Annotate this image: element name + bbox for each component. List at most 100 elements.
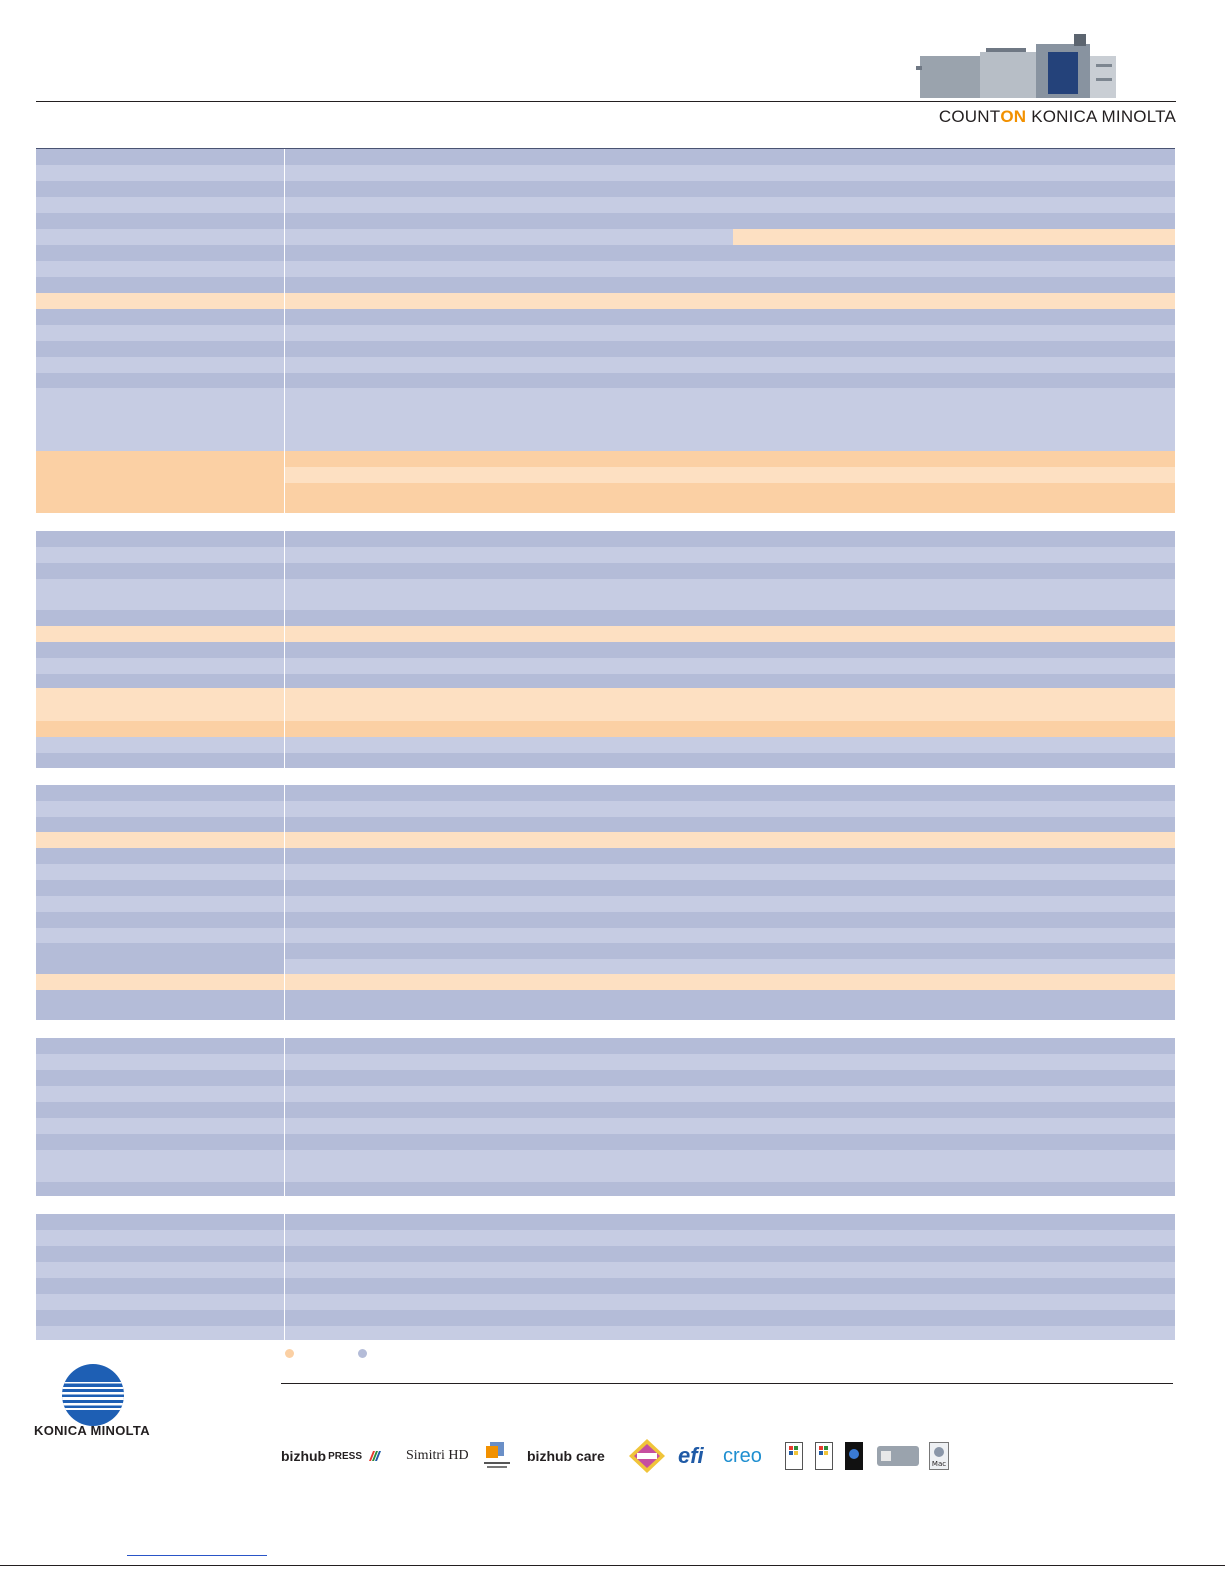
spec-row-label-cell [36, 626, 284, 642]
spec-row-label-cell [36, 373, 284, 388]
tagline-count: COUNT [938, 107, 1001, 126]
spec-row-value-cell [285, 388, 1175, 404]
spec-row-value-cell [285, 1134, 1175, 1150]
spec-row-value-cell [779, 688, 1175, 721]
spec-row-label-cell [36, 1310, 284, 1326]
spec-row-label-cell [36, 1054, 284, 1070]
spec-row-value-cell [285, 1262, 1175, 1278]
spec-row-value-cell [285, 579, 779, 595]
spec-row-label-cell [36, 721, 284, 737]
spec-row-label-cell [36, 531, 284, 547]
spec-row-label-cell [36, 293, 284, 309]
spec-row-value-cell [285, 197, 1175, 213]
spec-row-label-cell [36, 1294, 284, 1310]
spec-row-value-cell [285, 1070, 1175, 1086]
spec-row-value-cell [285, 1086, 1175, 1102]
spec-row-value-cell [779, 658, 1175, 674]
pagescope-software-logo-icon [480, 1440, 514, 1472]
spec-row-value-cell [285, 1246, 1175, 1262]
bottom-rule [0, 1565, 1225, 1566]
spec-row-label-cell [36, 912, 284, 928]
spec-row-value-cell [285, 832, 1175, 848]
spec-row-label-cell [36, 990, 284, 1006]
spec-row-label-cell [36, 229, 284, 245]
spec-row-value-cell [285, 357, 1175, 373]
spec-row-value-cell [779, 595, 1175, 610]
spec-row-value-cell [285, 149, 1175, 165]
spec-row-label-cell [36, 1134, 284, 1150]
spec-row-value-cell [779, 674, 1175, 688]
spec-row-value-cell [285, 325, 1175, 341]
spec-row-value-cell [285, 1118, 1175, 1134]
spec-row-value-cell [779, 563, 1175, 579]
spec-row-value-cell [285, 1166, 1175, 1182]
spec-row-label-cell [36, 1262, 284, 1278]
printer-product-image [916, 34, 1120, 100]
spec-row-label-cell [36, 277, 284, 293]
spec-row-value-cell [285, 404, 1175, 420]
spec-row-value-cell [285, 785, 1175, 801]
company-name: KONICA MINOLTA [34, 1423, 150, 1438]
spec-row-value-cell [285, 309, 1175, 325]
count-on-tagline: COUNTON KONICA MINOLTA [939, 107, 1176, 127]
spec-row-label-cell [36, 261, 284, 277]
spec-row-value-cell [779, 579, 1175, 595]
spec-row-label-cell [36, 1086, 284, 1102]
spec-row-value-cell [285, 595, 779, 610]
spec-row-label-cell [36, 309, 284, 325]
spec-row-label-cell [36, 451, 284, 513]
spec-row-label-cell [36, 1006, 284, 1020]
spec-row-value-cell [285, 688, 779, 721]
spec-row-label-cell [36, 1038, 284, 1054]
spec-row-value-cell [285, 245, 1175, 261]
spec-row-label-cell [36, 1102, 284, 1118]
bizhub-care-logo: bizhub care [527, 1448, 605, 1464]
spec-row-label-cell [36, 688, 284, 721]
spec-row-value-cell [285, 1326, 1175, 1340]
spec-row-value-cell [285, 674, 779, 688]
spec-row-value-cell [285, 737, 779, 753]
spec-row-label-cell [36, 563, 284, 579]
spec-row-value-cell [285, 1278, 1175, 1294]
spec-row-value-cell [733, 229, 1175, 245]
spec-row-value-cell [285, 277, 1175, 293]
windows-vista-compatible-logo-icon [845, 1440, 863, 1472]
spec-row-label-cell [36, 1246, 284, 1262]
spec-row-value-cell [285, 896, 1175, 912]
spec-row-label-cell [36, 610, 284, 626]
spec-row-value-cell [285, 467, 1175, 483]
spec-row-value-cell [285, 165, 1175, 181]
spec-row-label-cell [36, 880, 284, 896]
sfad-logo-icon [628, 1439, 666, 1473]
spec-row-value-cell [779, 642, 1175, 658]
spec-row-label-cell [36, 1214, 284, 1230]
spec-row-label-cell [36, 165, 284, 181]
spec-row-value-cell [285, 658, 779, 674]
bottom-link-underline[interactable] [127, 1555, 267, 1556]
bizhub-press-logo-text: bizhub [281, 1448, 327, 1464]
spec-row-label-cell [36, 1278, 284, 1294]
tagline-on: ON [1000, 107, 1027, 126]
simitri-hd-logo: Simitri HD [406, 1448, 469, 1463]
spec-row-value-cell [285, 1054, 1175, 1070]
spec-row-value-cell [285, 261, 1175, 277]
spec-row-label-cell [36, 974, 284, 990]
footer-rule [281, 1383, 1173, 1384]
spec-row-label-cell [36, 388, 284, 451]
mac-logo-icon: Mac [929, 1440, 949, 1472]
spec-row-value-cell [285, 1102, 1175, 1118]
spec-row-value-cell [285, 990, 1175, 1006]
spec-row-label-cell [36, 197, 284, 213]
spec-row-value-cell [285, 1230, 1175, 1246]
header-rule [36, 101, 1176, 102]
spec-row-value-cell [285, 848, 1175, 864]
spec-row-value-cell [285, 499, 1175, 513]
spec-row-label-cell [36, 658, 284, 674]
windows-certified-logo-icon [815, 1440, 833, 1472]
spec-row-value-cell [285, 817, 1175, 832]
spec-row-value-cell [285, 928, 1175, 943]
mac-logo-label: Mac [932, 1460, 946, 1468]
spec-row-label-cell [36, 753, 284, 768]
spec-row-value-cell [285, 1150, 1175, 1166]
